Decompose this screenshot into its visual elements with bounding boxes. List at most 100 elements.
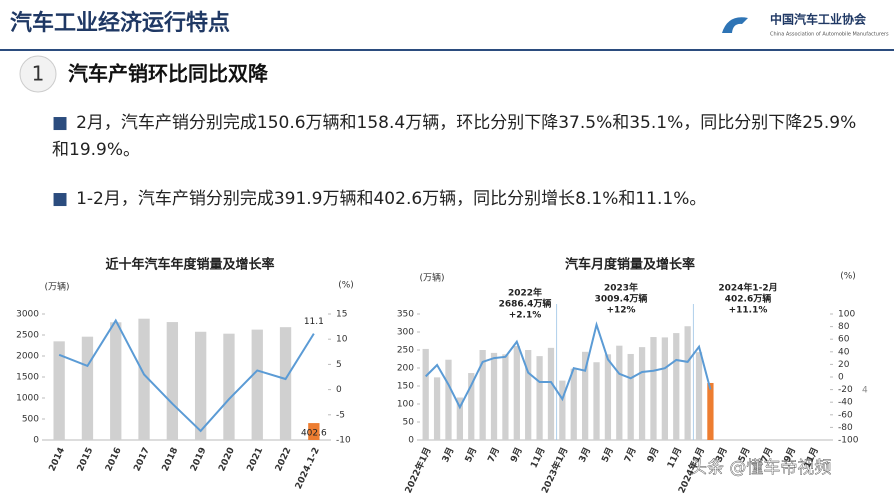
bullet: ■ 1-2月，汽车产销分别完成391.9万辆和402.6万辆，同比分别增长8.1%…: [52, 189, 707, 209]
bar: [593, 362, 600, 440]
header-title: 汽车工业经济运行特点: [10, 10, 230, 36]
y-tick-label: 1000: [16, 394, 39, 404]
logo-icon: [722, 17, 748, 33]
y-tick-label: 50: [403, 418, 415, 428]
y2-tick-label: 20: [838, 360, 850, 370]
y2-tick-label: -20: [838, 385, 853, 395]
y-tick-label: 1500: [16, 373, 39, 383]
bar: [707, 382, 714, 440]
bar: [650, 337, 657, 440]
bar: [502, 354, 509, 440]
chart-title: 汽车月度销量及增长率: [565, 257, 695, 273]
annotation: 2024年1-2月: [718, 282, 777, 294]
y-tick-label: 2500: [16, 331, 39, 341]
x-tick-label: 11月: [528, 446, 547, 470]
line: [58, 318, 315, 433]
x-tick-label: 2017: [132, 446, 152, 473]
bar: [547, 347, 555, 440]
x-tick-label: 9月: [645, 446, 661, 464]
bar: [582, 351, 589, 440]
x-tick-label: 2020: [217, 446, 237, 473]
y2-tick-label: 15: [336, 310, 347, 320]
y2-tick-label: -100: [838, 436, 859, 446]
header-bar: [0, 0, 894, 48]
x-tick-label: 2018: [161, 446, 181, 473]
section-number: 1: [32, 62, 45, 86]
x-tick-label: 5月: [463, 446, 479, 464]
y2-tick-label: 10: [336, 335, 348, 345]
x-tick-label: 7月: [486, 446, 502, 464]
x-tick-label: 7月: [622, 446, 638, 464]
y-tick-label: 3000: [16, 310, 39, 320]
x-tick-label: 2021: [246, 446, 266, 473]
y2-tick-label: -40: [838, 398, 853, 408]
y-axis-label: (万辆): [44, 281, 69, 293]
bar: [53, 341, 65, 440]
y-tick-label: 100: [397, 400, 414, 410]
y-tick-label: 500: [22, 415, 39, 425]
bar: [638, 347, 646, 440]
bar: [559, 380, 566, 440]
annotation: 2022年: [508, 287, 542, 299]
y-tick-label: 350: [397, 310, 414, 320]
x-tick-label: 2015: [76, 446, 96, 473]
y-tick-label: 0: [408, 436, 414, 446]
bar: [570, 368, 577, 440]
y2-tick-label: 0: [838, 373, 844, 383]
bar: [308, 423, 320, 440]
logo-en: China Association of Automobile Manufact…: [770, 32, 889, 38]
bar: [616, 345, 623, 440]
y-tick-label: 2000: [16, 352, 39, 362]
annotation: 2023年: [604, 282, 638, 294]
y-tick-label: 250: [397, 346, 414, 356]
bar: [513, 346, 520, 440]
y2-tick-label: 0: [336, 385, 342, 395]
y-tick-label: 0: [33, 436, 39, 446]
bar: [251, 329, 263, 440]
y-tick-label: 300: [397, 328, 414, 338]
x-tick-label: 2016: [104, 446, 124, 473]
annotation: +2.1%: [509, 311, 542, 321]
annotation: +11.1%: [729, 306, 768, 316]
bar: [661, 337, 668, 440]
x-tick-label: 3月: [440, 446, 456, 464]
bullet-text: 2月，汽车产销分别完成150.6万辆和158.4万辆，环比分别下降37.5%和3…: [52, 113, 857, 160]
section-badge: [19, 55, 57, 93]
bar: [525, 350, 532, 440]
bar: [433, 377, 441, 440]
watermark: 头条 @懂车帝视频: [690, 458, 831, 478]
line: [424, 321, 712, 410]
x-tick-label: 3月: [577, 446, 593, 464]
y2-tick-label: 60: [838, 335, 850, 345]
x-tick-label: 2022年1月: [402, 445, 434, 495]
x-tick-label: 2022: [274, 446, 294, 473]
bar: [673, 333, 680, 440]
y2-tick-label: -5: [336, 410, 345, 420]
bar: [695, 352, 703, 440]
bar: [490, 352, 498, 440]
bar: [81, 336, 94, 440]
data-label: 402.6: [301, 429, 327, 439]
x-tick-label: 9月: [508, 446, 524, 464]
bar: [138, 318, 150, 440]
logo-text: 中国汽车工业协会: [770, 12, 867, 27]
y2-tick-label: -60: [838, 410, 853, 420]
bar: [110, 322, 122, 440]
bar: [223, 333, 235, 440]
bullet-text: 1-2月，汽车产销分别完成391.9万辆和402.6万辆，同比分别增长8.1%和…: [76, 189, 707, 209]
y2-tick-label: 5: [336, 360, 342, 370]
x-tick-label: 2024.1-2: [294, 446, 322, 491]
y2-tick-label: -10: [336, 436, 351, 446]
bar: [479, 350, 486, 440]
y2-tick-label: 80: [838, 322, 850, 332]
x-tick-label: 2019: [189, 446, 209, 473]
y2-axis-label: (%): [840, 272, 856, 282]
annotation: 3009.4万辆: [595, 293, 648, 305]
annotation: 2686.4万辆: [499, 298, 552, 310]
section-title: 汽车产销环比同比双降: [68, 62, 269, 86]
bar: [684, 326, 691, 440]
bar: [536, 356, 543, 440]
bullet: ■ 2月，汽车产销分别完成150.6万辆和158.4万辆，环比分别下降37.5%和…: [52, 113, 857, 160]
